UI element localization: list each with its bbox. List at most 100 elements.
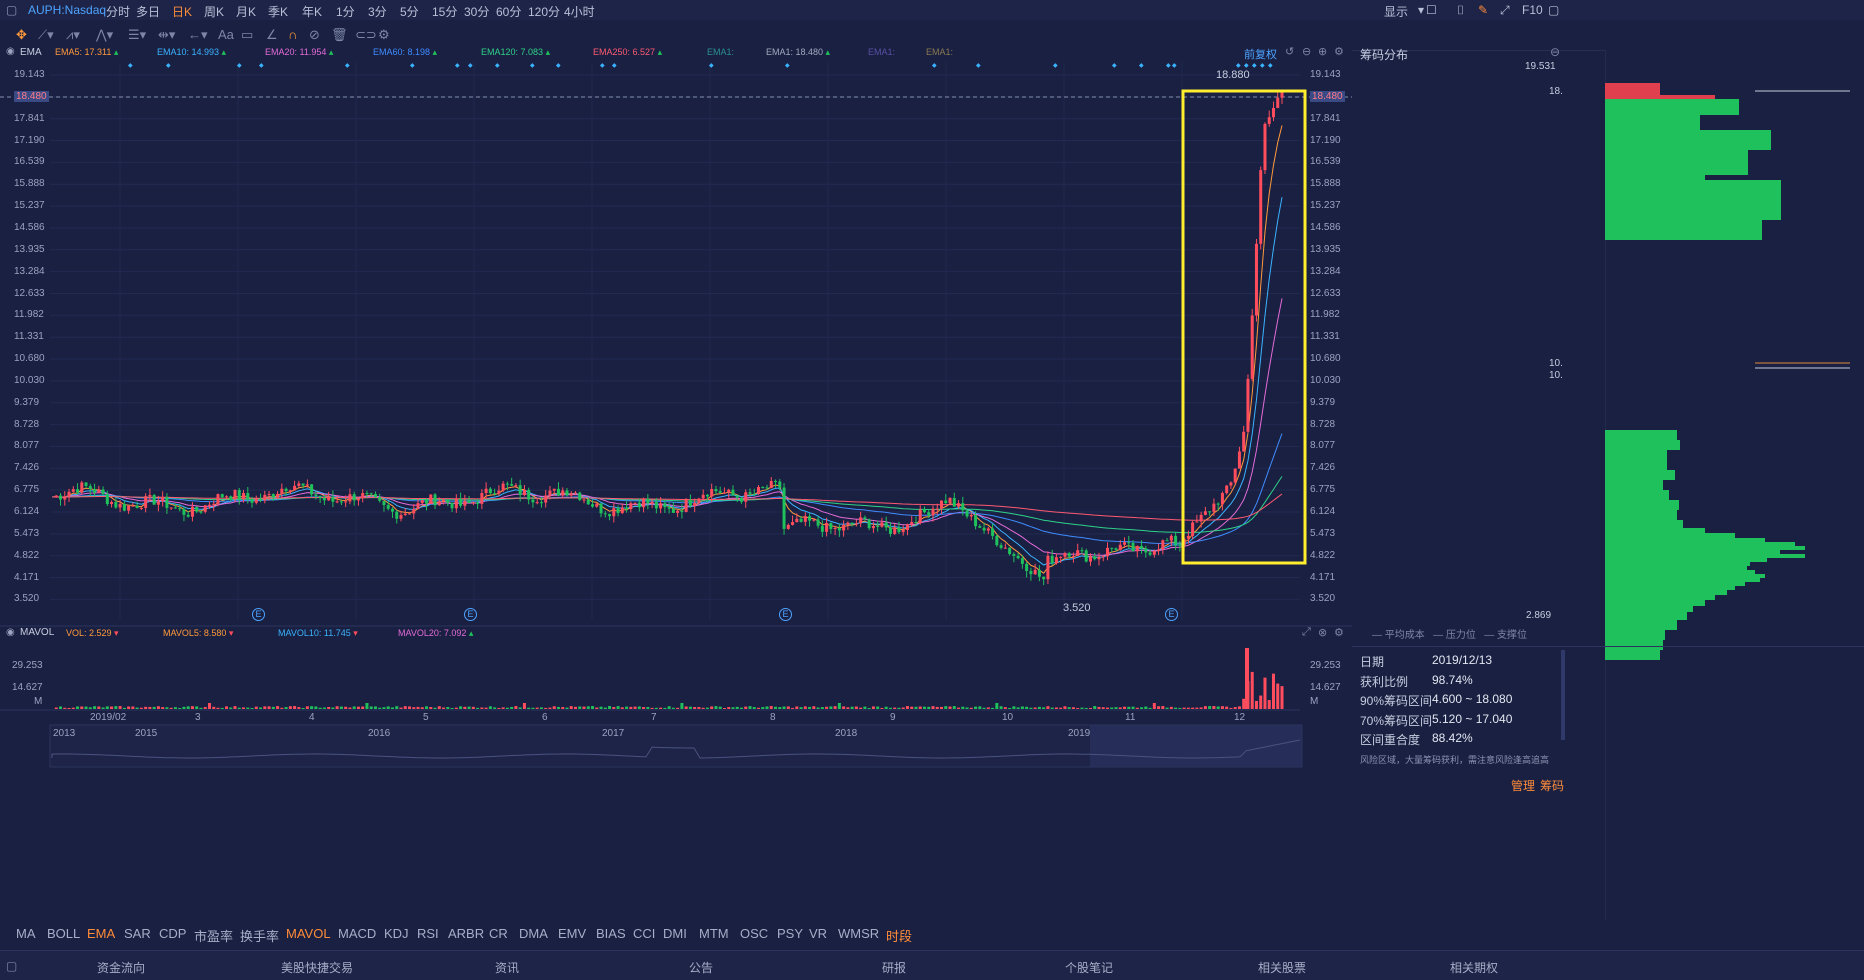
event-dot-icon[interactable]: ◆ bbox=[410, 63, 415, 69]
indicator-tab-换手率[interactable]: 换手率 bbox=[240, 929, 280, 944]
period-tab-13[interactable]: 120分 bbox=[528, 5, 561, 19]
settings-icon[interactable]: ⚙︎ bbox=[378, 27, 390, 42]
bottom-tab-3[interactable]: 公告 bbox=[689, 961, 714, 975]
earnings-marker-icon[interactable]: E bbox=[252, 608, 265, 621]
indicator-tab-mavol[interactable]: MAVOL bbox=[286, 926, 331, 941]
magnet-icon[interactable]: ∩ bbox=[288, 27, 298, 42]
link-icon[interactable]: ⊂⊃ bbox=[355, 27, 377, 42]
indicator-tab-dma[interactable]: DMA bbox=[519, 926, 548, 941]
manage-button[interactable]: 管理 bbox=[1511, 779, 1536, 793]
bottom-tab-5[interactable]: 个股笔记 bbox=[1065, 961, 1114, 975]
event-dot-icon[interactable]: ◆ bbox=[166, 63, 171, 69]
event-dot-icon[interactable]: ◆ bbox=[976, 63, 981, 69]
event-dot-icon[interactable]: ◆ bbox=[1139, 63, 1144, 69]
event-dot-icon[interactable]: ◆ bbox=[530, 63, 535, 69]
zoom-in-icon[interactable]: ⊕ bbox=[1318, 46, 1328, 58]
trash-icon[interactable]: 🗑︎ bbox=[331, 27, 348, 42]
chips-button[interactable]: 筹码 bbox=[1540, 779, 1565, 793]
event-dot-icon[interactable]: ◆ bbox=[1166, 63, 1171, 69]
event-dot-icon[interactable]: ◆ bbox=[612, 63, 617, 69]
indicator-tab-wmsr[interactable]: WMSR bbox=[838, 926, 880, 941]
vol-expand-icon[interactable]: ⤢ bbox=[1302, 626, 1311, 638]
period-tab-8[interactable]: 3分 bbox=[368, 5, 387, 19]
ema-indicator-name[interactable]: EMA bbox=[20, 47, 42, 58]
panel-toggle-icon[interactable]: ▢ bbox=[6, 959, 18, 973]
earnings-marker-icon[interactable]: E bbox=[464, 608, 477, 621]
camera-icon[interactable]: ⌷ bbox=[1457, 3, 1465, 17]
event-dot-icon[interactable]: ◆ bbox=[1236, 63, 1241, 69]
period-tab-0[interactable]: 分时 bbox=[106, 5, 131, 19]
bottom-tab-0[interactable]: 资金流向 bbox=[97, 961, 146, 975]
chart-settings-icon[interactable]: ⚙︎ bbox=[1334, 46, 1344, 58]
arrow-icon[interactable]: ←▾ bbox=[188, 27, 208, 42]
event-dot-icon[interactable]: ◆ bbox=[237, 63, 242, 69]
indicator-tab-macd[interactable]: MACD bbox=[338, 926, 377, 941]
indicator-tab-vr[interactable]: VR bbox=[809, 926, 828, 941]
period-tab-9[interactable]: 5分 bbox=[400, 5, 419, 19]
event-dot-icon[interactable]: ◆ bbox=[1252, 63, 1257, 69]
event-dot-icon[interactable]: ◆ bbox=[455, 63, 460, 69]
fib-icon[interactable]: ☰▾ bbox=[128, 27, 147, 42]
event-dot-icon[interactable]: ◆ bbox=[1053, 63, 1058, 69]
event-dot-icon[interactable]: ◆ bbox=[345, 63, 350, 69]
bottom-tab-6[interactable]: 相关股票 bbox=[1258, 961, 1307, 975]
earnings-marker-icon[interactable]: E bbox=[1165, 608, 1178, 621]
channel-icon[interactable]: ⩘▾ bbox=[66, 27, 80, 42]
note-icon[interactable]: ▭ bbox=[241, 27, 254, 42]
period-tab-14[interactable]: 4小时 bbox=[564, 5, 595, 19]
indicator-tab-sar[interactable]: SAR bbox=[124, 926, 151, 941]
indicator-tab-kdj[interactable]: KDJ bbox=[384, 926, 409, 941]
measure-icon[interactable]: ⇹▾ bbox=[158, 27, 176, 42]
event-dot-icon[interactable]: ◆ bbox=[1268, 63, 1273, 69]
chip-close-icon[interactable]: ⊖ bbox=[1550, 45, 1561, 59]
vol-indicator-name[interactable]: MAVOL bbox=[20, 627, 55, 638]
ruler-icon[interactable]: ∠ bbox=[266, 27, 278, 42]
bottom-tab-4[interactable]: 研报 bbox=[882, 961, 907, 975]
indicator-tab-emv[interactable]: EMV bbox=[558, 926, 587, 941]
indicator-tab-时段[interactable]: 时段 bbox=[886, 929, 913, 944]
bottom-tab-7[interactable]: 相关期权 bbox=[1450, 961, 1499, 975]
event-dot-icon[interactable]: ◆ bbox=[932, 63, 937, 69]
event-dot-icon[interactable]: ◆ bbox=[556, 63, 561, 69]
event-dot-icon[interactable]: ◆ bbox=[468, 63, 473, 69]
indicator-tab-dmi[interactable]: DMI bbox=[663, 926, 687, 941]
indicator-tab-bias[interactable]: BIAS bbox=[596, 926, 626, 941]
indicator-tab-rsi[interactable]: RSI bbox=[417, 926, 439, 941]
indicator-tab-boll[interactable]: BOLL bbox=[47, 926, 81, 941]
chip-scrollbar[interactable] bbox=[1561, 650, 1565, 740]
indicator-tab-mtm[interactable]: MTM bbox=[699, 926, 729, 941]
display-menu[interactable]: 显示 bbox=[1384, 5, 1409, 19]
period-tab-11[interactable]: 30分 bbox=[464, 5, 490, 19]
period-tab-2[interactable]: 日K bbox=[172, 5, 193, 19]
indicator-tab-arbr[interactable]: ARBR bbox=[448, 926, 485, 941]
event-dot-icon[interactable]: ◆ bbox=[785, 63, 790, 69]
event-dot-icon[interactable]: ◆ bbox=[709, 63, 714, 69]
event-dot-icon[interactable]: ◆ bbox=[259, 63, 264, 69]
indicator-tab-ma[interactable]: MA bbox=[16, 926, 36, 941]
vol-close-icon[interactable]: ⊗ bbox=[1318, 627, 1328, 639]
vol-settings-icon[interactable]: ⚙︎ bbox=[1334, 627, 1344, 639]
collapse-icon[interactable]: ◉ bbox=[6, 46, 15, 57]
period-tab-7[interactable]: 1分 bbox=[336, 5, 355, 19]
undo-icon[interactable]: ↺ bbox=[1285, 46, 1295, 58]
adjust-button[interactable]: 前复权 bbox=[1244, 49, 1277, 61]
indicator-tab-cr[interactable]: CR bbox=[489, 926, 508, 941]
period-tab-3[interactable]: 周K bbox=[204, 5, 225, 19]
period-tab-4[interactable]: 月K bbox=[236, 5, 257, 19]
text-tool[interactable]: Aa bbox=[218, 27, 234, 42]
event-dot-icon[interactable]: ◆ bbox=[1244, 63, 1249, 69]
period-tab-12[interactable]: 60分 bbox=[496, 5, 522, 19]
indicator-tab-osc[interactable]: OSC bbox=[740, 926, 769, 941]
zoom-out-icon[interactable]: ⊖ bbox=[1302, 46, 1312, 58]
pencil-icon[interactable]: ✎ bbox=[1478, 3, 1489, 17]
wave-icon[interactable]: ⋀▾ bbox=[96, 27, 114, 42]
bottom-tab-2[interactable]: 资讯 bbox=[495, 961, 520, 975]
indicator-tab-ema[interactable]: EMA bbox=[87, 926, 116, 941]
kline-chart[interactable] bbox=[0, 50, 1352, 920]
event-dot-icon[interactable]: ◆ bbox=[1260, 63, 1265, 69]
event-dot-icon[interactable]: ◆ bbox=[600, 63, 605, 69]
indicator-tab-市盈率[interactable]: 市盈率 bbox=[194, 929, 234, 944]
event-dot-icon[interactable]: ◆ bbox=[1112, 63, 1117, 69]
symbol-label[interactable]: AUPH:Nasdaq bbox=[28, 3, 107, 17]
expand-icon[interactable]: ⤢ bbox=[1500, 3, 1510, 17]
